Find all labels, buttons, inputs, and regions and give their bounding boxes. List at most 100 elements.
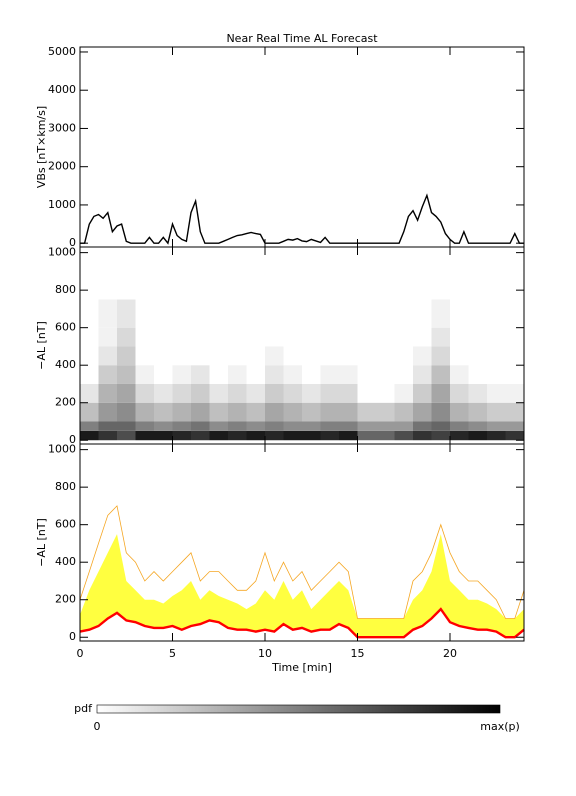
heatmap-cell — [265, 430, 284, 441]
heatmap-cell — [450, 365, 469, 384]
heatmap-cell — [431, 383, 450, 403]
heatmap-cell — [191, 383, 210, 403]
heatmap-cell — [487, 365, 506, 384]
y-tick-label: 1000 — [48, 443, 76, 456]
heatmap-cell — [339, 365, 358, 384]
heatmap-cell — [117, 402, 136, 422]
heatmap-cell — [339, 299, 358, 328]
heatmap-cell — [394, 402, 413, 422]
heatmap-cell — [172, 402, 191, 422]
heatmap-cell — [339, 346, 358, 366]
heatmap-cell — [505, 430, 524, 441]
heatmap-cell — [376, 430, 395, 441]
heatmap-cell — [283, 346, 302, 366]
heatmap-cell — [376, 299, 395, 328]
heatmap-cell — [228, 299, 247, 328]
heatmap-cell — [117, 327, 136, 347]
heatmap-cell — [246, 365, 265, 384]
heatmap-cell — [450, 346, 469, 366]
heatmap-cell — [228, 402, 247, 422]
heatmap-cell — [413, 365, 432, 384]
heatmap-cell — [431, 430, 450, 441]
heatmap-cell — [228, 383, 247, 403]
x-axis-label: Time [min] — [271, 661, 332, 674]
heatmap-cell — [505, 346, 524, 366]
heatmap-cell — [117, 365, 136, 384]
heatmap-cell — [487, 421, 506, 431]
plot-frame — [79, 443, 525, 642]
heatmap-cell — [487, 346, 506, 366]
y-tick-label: 2000 — [48, 160, 76, 173]
heatmap-cell — [246, 430, 265, 441]
heatmap-cell — [505, 365, 524, 384]
heatmap-cell — [376, 383, 395, 403]
heatmap-cell — [209, 430, 228, 441]
heatmap-cell — [487, 383, 506, 403]
heatmap-cell — [283, 383, 302, 403]
x-tick-label: 20 — [443, 647, 457, 660]
y-tick-label: 400 — [55, 358, 76, 371]
heatmap-cell — [283, 402, 302, 422]
heatmap-cell — [357, 402, 376, 422]
heatmap-cell — [468, 346, 487, 366]
x-tick-label: 5 — [169, 647, 176, 660]
heatmap-cell — [339, 383, 358, 403]
heatmap-cell — [246, 346, 265, 366]
y-tick-label: 0 — [69, 630, 76, 643]
heatmap-cell — [450, 299, 469, 328]
heatmap-cell — [413, 299, 432, 328]
heatmap-cell — [154, 383, 173, 403]
heatmap-cell — [320, 402, 339, 422]
y-tick-label: 1000 — [48, 246, 76, 259]
heatmap-cell — [339, 430, 358, 441]
heatmap-cell — [80, 346, 99, 366]
heatmap-cell — [468, 430, 487, 441]
heatmap-cell — [191, 327, 210, 347]
y-tick-label: 0 — [69, 236, 76, 249]
y-tick-label: 0 — [69, 433, 76, 446]
heatmap-cell — [80, 430, 99, 441]
heatmap-cell — [172, 421, 191, 431]
heatmap-cell — [431, 402, 450, 422]
heatmap-cell — [468, 402, 487, 422]
heatmap-cell — [302, 430, 321, 441]
heatmap-cell — [154, 430, 173, 441]
heatmap-cell — [413, 383, 432, 403]
colorbar — [96, 704, 501, 714]
heatmap-cell — [154, 299, 173, 328]
y-axis-label: VBs [nT×km/s] — [35, 106, 48, 188]
heatmap-cell — [357, 346, 376, 366]
heatmap-cell — [154, 327, 173, 347]
upper-line — [79, 505, 525, 619]
heatmap-cell — [228, 365, 247, 384]
heatmap-cell — [209, 327, 228, 347]
heatmap-cell — [320, 383, 339, 403]
heatmap-cell — [154, 365, 173, 384]
heatmap-cell — [450, 327, 469, 347]
heatmap-cell — [468, 421, 487, 431]
y-tick-label: 800 — [55, 283, 76, 296]
heatmap-cell — [413, 421, 432, 431]
x-tick-label: 15 — [351, 647, 365, 660]
heatmap-cell — [135, 421, 154, 431]
heatmap-cell — [468, 299, 487, 328]
x-tick-label: 0 — [77, 647, 84, 660]
heatmap-cell — [191, 430, 210, 441]
heatmap-cell — [80, 383, 99, 403]
heatmap-cell — [228, 327, 247, 347]
plot-frame — [79, 46, 525, 248]
heatmap-cell — [135, 299, 154, 328]
heatmap-cell — [209, 365, 228, 384]
heatmap-cell — [450, 383, 469, 403]
heatmap-cell — [302, 402, 321, 422]
data-line — [80, 193, 524, 245]
heatmap-cell — [98, 365, 117, 384]
heatmap-cell — [246, 421, 265, 431]
heatmap-cell — [487, 402, 506, 422]
heatmap-cell — [413, 430, 432, 441]
median-line — [79, 607, 525, 639]
y-tick-label: 5000 — [48, 45, 76, 58]
heatmap-cell — [191, 402, 210, 422]
heatmap-cell — [302, 365, 321, 384]
